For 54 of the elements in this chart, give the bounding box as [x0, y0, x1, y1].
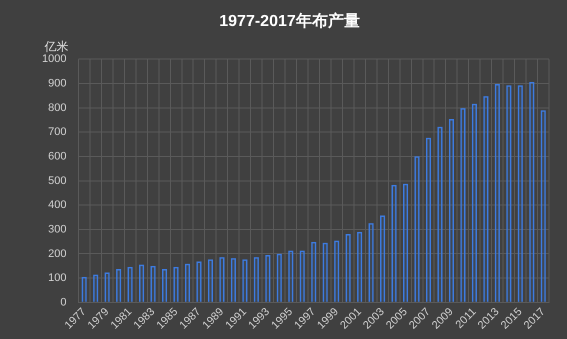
bar: [334, 240, 340, 302]
bar: [288, 250, 294, 302]
bar: [139, 264, 144, 302]
bar: [276, 254, 282, 302]
bar: [448, 119, 454, 302]
y-tick-label: 400: [48, 199, 66, 212]
bar: [150, 266, 156, 302]
bar: [437, 126, 443, 302]
bar: [265, 254, 270, 302]
bar: [93, 274, 98, 302]
bar: [242, 259, 248, 302]
bar: [494, 84, 500, 302]
bar: [208, 259, 214, 302]
bar: [116, 269, 122, 302]
y-tick-label: 0: [60, 296, 66, 308]
bar: [518, 85, 523, 302]
y-tick-label: 200: [48, 248, 66, 260]
y-tick-label: 100: [48, 272, 66, 284]
bar: [104, 272, 110, 302]
bar: [460, 108, 466, 302]
bar: [426, 138, 432, 302]
bar: [402, 184, 408, 302]
bar: [162, 269, 168, 302]
bar: [357, 232, 362, 302]
y-tick-label: 300: [48, 223, 66, 236]
bar: [173, 266, 179, 302]
bar: [472, 104, 477, 302]
bar: [346, 234, 351, 302]
bar: [529, 82, 534, 302]
bar: [506, 85, 512, 302]
bar: [82, 276, 87, 302]
y-axis-title: 亿米: [43, 40, 68, 54]
y-tick-label: 900: [48, 78, 66, 90]
y-tick-label: 1000: [42, 53, 66, 66]
bar: [128, 266, 133, 302]
bar: [219, 257, 225, 302]
bar: [196, 262, 202, 302]
bar: [300, 250, 305, 302]
y-tick-label: 600: [48, 150, 66, 162]
bar: [414, 156, 420, 302]
y-tick-label: 500: [48, 174, 66, 187]
bar: [230, 258, 236, 302]
bar: [540, 110, 546, 302]
bar: [254, 257, 259, 302]
bar: [311, 242, 316, 302]
bar: [380, 216, 386, 302]
bar: [368, 223, 374, 302]
y-tick-label: 700: [48, 126, 66, 138]
bar: [483, 96, 488, 302]
bar: [322, 242, 328, 302]
y-tick-label: 800: [48, 102, 66, 114]
bar: [391, 184, 397, 302]
chart-title: 1977-2017年布产量: [219, 12, 360, 30]
bar: [184, 264, 190, 302]
